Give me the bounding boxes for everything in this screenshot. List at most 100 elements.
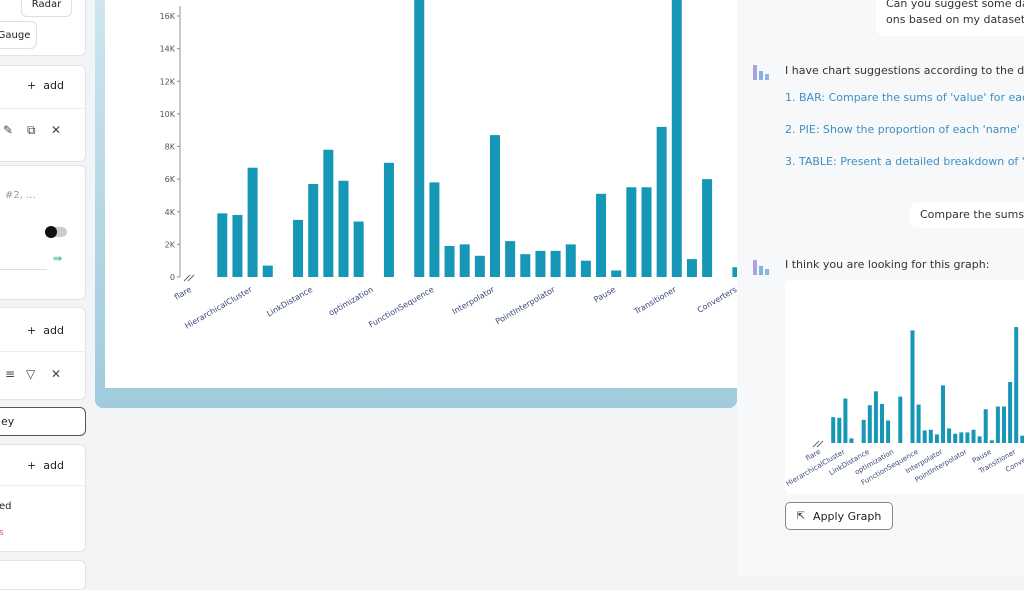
toggle-knob — [45, 226, 57, 238]
assistant-message: I have chart suggestions according to th… — [785, 64, 1024, 77]
x-tick-label: Interpolator — [451, 285, 497, 317]
suggestion[interactable]: 3. TABLE: Present a detailed breakdown o… — [785, 155, 1024, 168]
bar — [580, 260, 591, 277]
bar — [414, 0, 425, 277]
x-tick-label: FunctionSequence — [367, 285, 435, 330]
y-tick-label: 10K — [160, 110, 176, 119]
bar — [626, 187, 637, 277]
add-button[interactable]: + add — [27, 79, 64, 92]
filter-icon[interactable]: ▽ — [26, 367, 36, 381]
suggestion[interactable]: 1. BAR: Compare the sums of 'value' for … — [785, 91, 1024, 104]
close-icon[interactable]: ✕ — [51, 367, 62, 381]
close-icon[interactable]: ✕ — [51, 123, 62, 137]
bar — [474, 255, 485, 277]
bar — [353, 221, 364, 277]
user-message: Can you suggest some da ons based on my … — [876, 0, 1024, 36]
label: add — [43, 459, 64, 472]
bar — [247, 167, 258, 277]
axis-break — [183, 274, 195, 282]
bar — [971, 429, 976, 443]
status-text: ed — [0, 501, 12, 512]
bar — [898, 396, 903, 443]
assistant-message: I think you are looking for this graph: — [785, 258, 990, 271]
bar-chart: 0 2K 4K 6K 8K 10K 12K 14K 16K flareHierarchicalCl… — [160, 0, 737, 331]
bar — [886, 420, 891, 443]
chart-preview: flare HierarchicalCluster LinkDistance opti… — [785, 280, 1024, 494]
input-value: ey — [1, 415, 15, 428]
y-tick-label: 16K — [160, 12, 176, 21]
apply-graph-button[interactable]: ⇱ Apply Graph — [785, 502, 893, 530]
bar — [732, 267, 737, 277]
error-text: s — [0, 528, 4, 538]
bar — [262, 265, 273, 277]
label: Radar — [31, 0, 62, 10]
y-tick-label: 0 — [170, 273, 175, 282]
y-tick-label: 14K — [160, 45, 176, 54]
sort-icon[interactable]: ≡ — [5, 367, 16, 381]
x-tick-label: HierarchicalCluster — [183, 285, 254, 331]
chart-type-button[interactable]: Gauge — [0, 21, 37, 49]
bar — [565, 244, 576, 277]
mini-bar-chart: flareHierarchicalClusterLinkDistanceopti… — [785, 327, 1024, 488]
suggestion[interactable]: 2. PIE: Show the proportion of each 'nam… — [785, 123, 1024, 136]
x-tick-label: optimization — [327, 285, 375, 318]
copy-icon[interactable]: ⧉ — [27, 123, 36, 137]
bar — [837, 417, 842, 443]
message-line: Can you suggest some da — [886, 0, 1024, 10]
bar — [535, 250, 546, 277]
y-tick-label: 12K — [160, 77, 176, 86]
bar — [916, 404, 921, 443]
bar — [505, 241, 516, 277]
bar — [702, 179, 713, 277]
bar — [831, 417, 836, 443]
user-message: Compare the sums c — [910, 202, 1024, 228]
bar — [686, 259, 697, 277]
add-button[interactable]: + add — [27, 324, 64, 337]
bar — [641, 187, 652, 277]
label: Apply Graph — [813, 509, 882, 523]
bar — [995, 406, 1000, 443]
bar — [880, 403, 884, 443]
filter-panel: + add ≡ ▽ ✕ — [0, 307, 87, 400]
label: Gauge — [0, 29, 31, 41]
bar — [383, 162, 394, 277]
input-icon[interactable]: ⇛ — [53, 252, 63, 265]
chart-area: 0 2K 4K 6K 8K 10K 12K 14K 16K flare HierarchicalCl… — [105, 0, 737, 388]
add-button[interactable]: + add — [27, 459, 64, 472]
divider — [0, 351, 87, 352]
bar — [671, 0, 682, 277]
bar — [928, 429, 933, 443]
y-tick-label: 6K — [165, 175, 176, 184]
message-line: ons based on my dataset? — [886, 13, 1024, 26]
bar — [1014, 327, 1019, 443]
icon: ⇱ — [796, 510, 806, 522]
text-input[interactable]: ey — [0, 407, 86, 436]
bar — [1002, 406, 1006, 443]
bar — [947, 428, 952, 443]
bar — [232, 215, 243, 277]
bar — [941, 385, 945, 443]
x-tick-label: flare — [173, 285, 193, 302]
divider — [0, 108, 87, 109]
panel — [0, 560, 86, 590]
bar — [1008, 382, 1013, 443]
x-tick-label: LinkDistance — [265, 285, 314, 319]
bar — [293, 219, 304, 277]
bar — [983, 409, 988, 443]
bar — [977, 436, 982, 443]
bar — [867, 405, 872, 443]
edit-icon[interactable]: ✎ — [3, 123, 14, 137]
bar — [959, 432, 964, 443]
assistant-icon — [753, 260, 769, 275]
bar — [611, 270, 622, 277]
chart-type-panel: Radar Gauge — [0, 0, 86, 56]
field-panel: + add ✎ ⧉ ✕ — [0, 65, 87, 162]
x-tick-label: PointInterpolator — [494, 285, 557, 327]
bar — [596, 193, 607, 277]
bar — [873, 391, 878, 443]
divider — [0, 485, 87, 486]
bar — [989, 440, 994, 443]
bar — [922, 430, 927, 443]
chart-type-button[interactable]: Radar — [21, 0, 72, 17]
x-tick-label: Pause — [592, 285, 617, 305]
